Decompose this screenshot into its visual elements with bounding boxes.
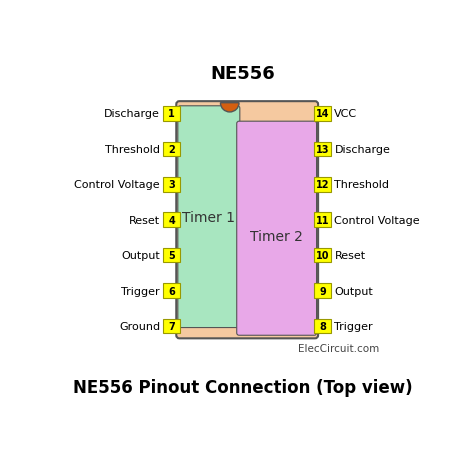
FancyBboxPatch shape bbox=[163, 319, 180, 334]
FancyBboxPatch shape bbox=[314, 213, 331, 228]
FancyBboxPatch shape bbox=[163, 178, 180, 192]
Text: 13: 13 bbox=[316, 145, 329, 155]
FancyBboxPatch shape bbox=[178, 106, 240, 328]
Text: Reset: Reset bbox=[334, 251, 365, 261]
Text: VCC: VCC bbox=[334, 109, 357, 119]
Text: 6: 6 bbox=[168, 286, 175, 296]
Text: Discharge: Discharge bbox=[104, 109, 160, 119]
Text: 1: 1 bbox=[168, 109, 175, 119]
Text: 9: 9 bbox=[319, 286, 326, 296]
Text: 4: 4 bbox=[168, 215, 175, 225]
Text: 5: 5 bbox=[168, 251, 175, 261]
Text: 14: 14 bbox=[316, 109, 329, 119]
FancyBboxPatch shape bbox=[163, 107, 180, 122]
Text: 10: 10 bbox=[316, 251, 329, 261]
Text: Discharge: Discharge bbox=[334, 145, 390, 155]
FancyBboxPatch shape bbox=[314, 319, 331, 334]
FancyBboxPatch shape bbox=[163, 284, 180, 298]
Text: 2: 2 bbox=[168, 145, 175, 155]
FancyBboxPatch shape bbox=[314, 248, 331, 263]
FancyBboxPatch shape bbox=[163, 142, 180, 157]
Text: Ground: Ground bbox=[119, 321, 160, 331]
Text: 12: 12 bbox=[316, 180, 329, 190]
Text: Reset: Reset bbox=[129, 215, 160, 225]
FancyBboxPatch shape bbox=[314, 178, 331, 192]
FancyBboxPatch shape bbox=[176, 102, 318, 339]
Text: Timer 1: Timer 1 bbox=[182, 210, 235, 224]
Text: Control Voltage: Control Voltage bbox=[74, 180, 160, 190]
Text: 3: 3 bbox=[168, 180, 175, 190]
Text: Trigger: Trigger bbox=[121, 286, 160, 296]
FancyBboxPatch shape bbox=[314, 284, 331, 298]
Text: 11: 11 bbox=[316, 215, 329, 225]
Text: Threshold: Threshold bbox=[334, 180, 389, 190]
Wedge shape bbox=[220, 103, 239, 113]
Text: ElecCircuit.com: ElecCircuit.com bbox=[298, 344, 379, 353]
FancyBboxPatch shape bbox=[314, 142, 331, 157]
FancyBboxPatch shape bbox=[314, 107, 331, 122]
FancyBboxPatch shape bbox=[237, 122, 317, 336]
Text: Trigger: Trigger bbox=[334, 321, 373, 331]
Text: NE556 Pinout Connection (Top view): NE556 Pinout Connection (Top view) bbox=[73, 378, 413, 396]
Text: 7: 7 bbox=[168, 321, 175, 331]
Text: NE556: NE556 bbox=[210, 65, 275, 83]
Text: Output: Output bbox=[334, 286, 373, 296]
Text: Threshold: Threshold bbox=[105, 145, 160, 155]
Text: Output: Output bbox=[121, 251, 160, 261]
FancyBboxPatch shape bbox=[163, 213, 180, 228]
FancyBboxPatch shape bbox=[163, 248, 180, 263]
Text: Control Voltage: Control Voltage bbox=[334, 215, 420, 225]
Text: Timer 2: Timer 2 bbox=[250, 230, 303, 243]
Text: 8: 8 bbox=[319, 321, 326, 331]
